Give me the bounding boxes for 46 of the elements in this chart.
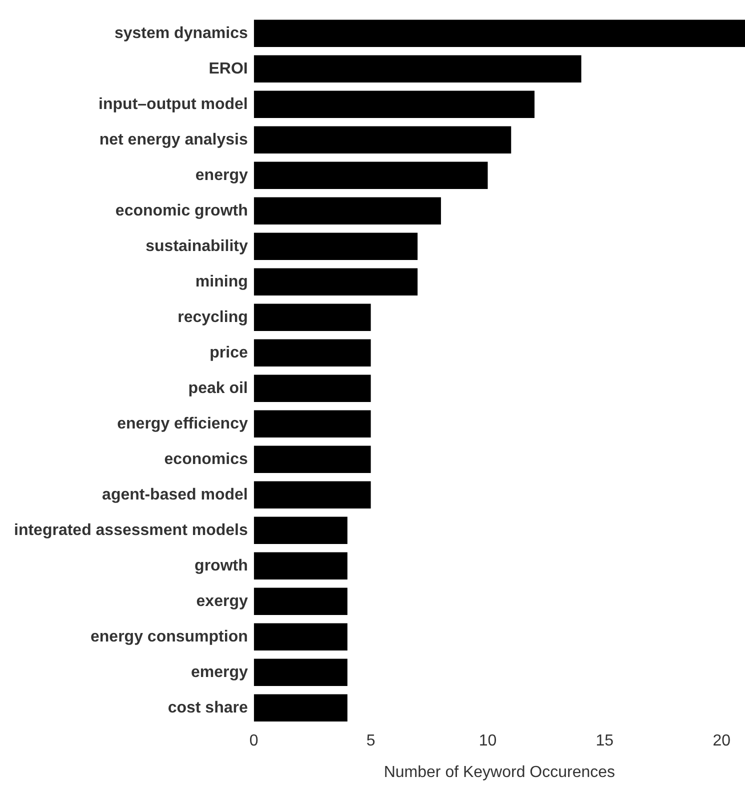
y-tick-label: EROI xyxy=(208,60,248,78)
bar xyxy=(254,20,745,47)
bar xyxy=(254,197,441,224)
y-tick-label: net energy analysis xyxy=(99,131,248,148)
y-tick-label: integrated assessment models xyxy=(14,522,248,539)
bar xyxy=(254,90,535,118)
y-tick-label: growth xyxy=(194,557,248,574)
bar xyxy=(254,126,512,154)
bar xyxy=(254,481,371,508)
bar xyxy=(254,304,371,331)
y-tick-label: economic growth xyxy=(115,202,248,220)
x-axis-title: Number of Keyword Occurences xyxy=(384,764,616,781)
y-tick-label: emergy xyxy=(190,664,248,681)
bar xyxy=(254,658,348,686)
y-tick-label: mining xyxy=(195,273,248,290)
y-tick-label: recycling xyxy=(178,308,248,326)
bar xyxy=(254,446,371,473)
x-tick-label: 15 xyxy=(596,732,614,750)
y-tick-label: energy xyxy=(195,166,248,184)
y-tick-label: sustainability xyxy=(146,238,248,255)
bar xyxy=(254,339,371,366)
bar xyxy=(254,162,488,189)
y-tick-label: cost share xyxy=(168,699,248,716)
bar xyxy=(254,268,418,296)
x-tick-label: 20 xyxy=(712,732,731,750)
x-tick-label: 0 xyxy=(249,732,258,750)
bar xyxy=(254,623,348,650)
y-tick-label: energy consumption xyxy=(90,628,248,646)
bar xyxy=(254,694,348,722)
x-tick-label: 5 xyxy=(366,732,376,750)
x-tick-label: 10 xyxy=(478,732,497,750)
bar xyxy=(254,516,348,544)
bar xyxy=(254,55,582,82)
bar xyxy=(254,588,348,615)
bar xyxy=(254,410,371,438)
y-tick-label: agent-based model xyxy=(102,486,248,504)
y-tick-label: price xyxy=(210,344,248,362)
bar xyxy=(254,232,418,260)
y-tick-label: system dynamics xyxy=(114,24,248,42)
y-tick-label: input–output model xyxy=(98,96,248,113)
y-tick-label: exergy xyxy=(196,592,248,610)
y-tick-label: economics xyxy=(164,450,248,468)
bar xyxy=(254,374,371,402)
y-tick-label: energy efficiency xyxy=(117,415,248,432)
bar xyxy=(254,552,348,580)
y-tick-label: peak oil xyxy=(188,380,248,397)
